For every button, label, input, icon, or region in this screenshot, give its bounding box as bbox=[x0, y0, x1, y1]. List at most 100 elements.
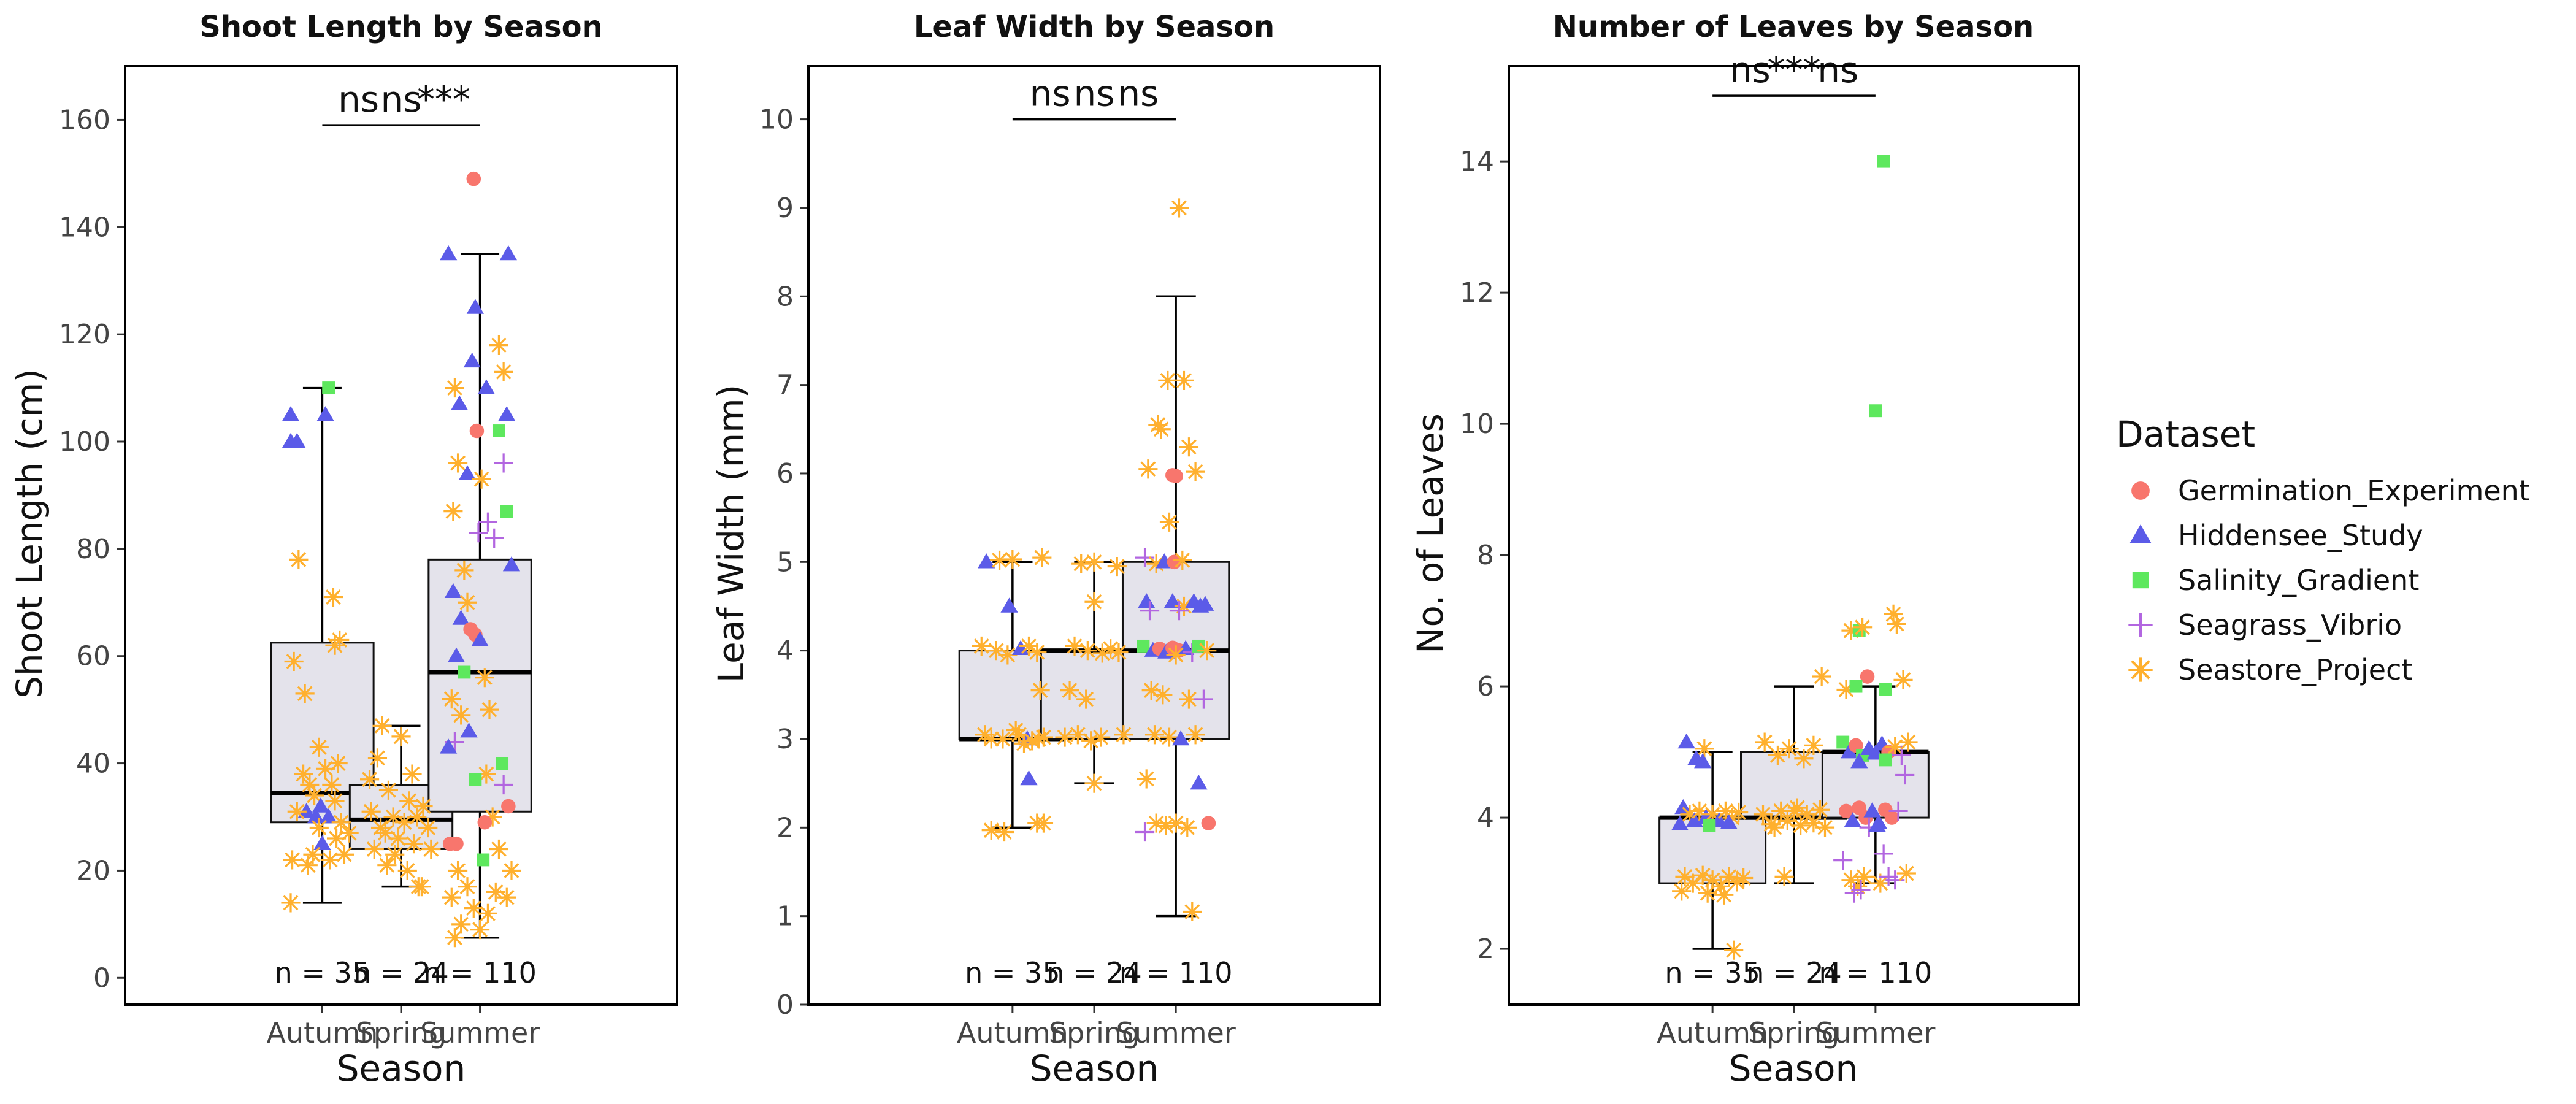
data-point bbox=[1888, 801, 1908, 821]
data-point-diagonal bbox=[300, 857, 316, 873]
data-point-stroke bbox=[1169, 601, 1189, 621]
data-point-diagonal bbox=[1140, 461, 1156, 477]
data-point bbox=[399, 791, 419, 811]
data-point bbox=[497, 887, 516, 907]
data-point-diagonal bbox=[1731, 805, 1747, 820]
data-point-diagonal bbox=[1005, 551, 1021, 567]
data-point bbox=[1196, 596, 1214, 611]
data-point-stroke bbox=[478, 512, 498, 532]
y-tick-label: 10 bbox=[759, 104, 794, 136]
data-point bbox=[1140, 601, 1160, 621]
data-point-diagonal bbox=[326, 589, 341, 605]
data-point-diagonal bbox=[1179, 819, 1195, 835]
y-tick-label: 140 bbox=[59, 212, 110, 243]
data-point bbox=[1714, 885, 1734, 905]
data-point bbox=[1084, 773, 1104, 793]
data-point-diagonal bbox=[1036, 729, 1051, 745]
data-point bbox=[289, 550, 309, 569]
data-point bbox=[1674, 799, 1692, 815]
data-point bbox=[421, 839, 441, 859]
x-axis-label: Season bbox=[1030, 1048, 1159, 1089]
data-point-diagonal bbox=[1083, 733, 1099, 749]
legend-key-triangle-icon bbox=[2129, 524, 2152, 543]
data-point-diagonal bbox=[466, 900, 481, 916]
data-point-diagonal bbox=[1856, 869, 1872, 884]
data-point-stroke bbox=[469, 523, 488, 543]
x-tick-label: Spring bbox=[1049, 1016, 1140, 1049]
data-point-diagonal bbox=[1171, 200, 1187, 216]
legend: Dataset Germination_Experiment Hiddensee_… bbox=[2116, 413, 2530, 686]
data-point bbox=[1144, 725, 1165, 745]
data-point bbox=[1092, 643, 1112, 663]
data-point bbox=[1020, 770, 1038, 786]
significance: ns ns*** bbox=[322, 79, 480, 126]
legend-item: Salinity_Gradient bbox=[2132, 564, 2419, 597]
data-point-diagonal bbox=[1885, 607, 1901, 622]
data-point bbox=[447, 647, 466, 662]
significance-label: ns bbox=[338, 79, 379, 120]
data-point bbox=[315, 759, 335, 778]
panel-shoot-length: Shoot Length by Season Shoot Length (cm)… bbox=[9, 10, 678, 1089]
data-point bbox=[500, 505, 513, 518]
data-point-diagonal bbox=[1138, 771, 1154, 787]
data-point bbox=[489, 839, 509, 859]
data-point-diagonal bbox=[992, 553, 1007, 568]
counts: n = 35n = 24n = 110 bbox=[275, 956, 537, 989]
data-point bbox=[1887, 614, 1906, 634]
data-point bbox=[1797, 805, 1817, 824]
legend-label: Seastore_Project bbox=[2178, 653, 2412, 686]
data-point bbox=[445, 378, 465, 398]
data-point bbox=[1851, 880, 1871, 900]
data-point bbox=[501, 799, 516, 814]
data-point-diagonal bbox=[366, 841, 382, 857]
legend-label: Germination_Experiment bbox=[2178, 474, 2530, 507]
data-point bbox=[494, 362, 513, 381]
data-point bbox=[1135, 822, 1155, 842]
data-point bbox=[1849, 680, 1863, 693]
data-point bbox=[1183, 902, 1202, 922]
y-tick-label: 10 bbox=[1460, 408, 1494, 440]
y-tick-label: 0 bbox=[776, 989, 794, 1021]
data-point bbox=[307, 808, 325, 824]
data-point bbox=[404, 834, 424, 854]
data-point-diagonal bbox=[379, 857, 395, 873]
y-tick-label: 2 bbox=[1477, 933, 1494, 965]
data-point bbox=[1695, 739, 1714, 759]
data-point bbox=[1014, 734, 1034, 753]
data-point-diagonal bbox=[370, 750, 385, 766]
data-point-diagonal bbox=[1116, 727, 1132, 743]
data-point-diagonal bbox=[1700, 885, 1715, 901]
data-point bbox=[313, 835, 331, 850]
data-point-stroke bbox=[494, 775, 513, 795]
legend-label: Hiddensee_Study bbox=[2178, 519, 2423, 552]
data-point bbox=[372, 716, 392, 735]
significance-label: *** bbox=[1768, 49, 1821, 91]
data-point-diagonal bbox=[1086, 775, 1102, 791]
y-tick-label: 4 bbox=[1477, 802, 1494, 834]
data-point bbox=[1006, 720, 1025, 740]
data-point bbox=[1863, 802, 1881, 818]
y-tick-label: 100 bbox=[59, 426, 110, 458]
y-tick-label: 7 bbox=[776, 370, 794, 401]
data-point-diagonal bbox=[363, 803, 379, 819]
data-point bbox=[1877, 155, 1890, 168]
data-point-diagonal bbox=[1029, 645, 1045, 660]
data-point bbox=[502, 556, 521, 572]
data-point-diagonal bbox=[1070, 727, 1086, 743]
data-point-diagonal bbox=[1713, 879, 1728, 894]
data-point-diagonal bbox=[1850, 879, 1865, 894]
data-point bbox=[1153, 685, 1173, 705]
legend-title: Dataset bbox=[2116, 413, 2255, 455]
significance-label: ns bbox=[1117, 73, 1159, 115]
data-point-diagonal bbox=[1873, 875, 1888, 891]
data-point-diagonal bbox=[1726, 942, 1742, 958]
legend-label: Salinity_Gradient bbox=[2178, 564, 2419, 597]
data-point bbox=[1166, 645, 1186, 665]
data-point-diagonal bbox=[1806, 738, 1822, 753]
data-point bbox=[325, 791, 345, 811]
data-point bbox=[972, 636, 991, 656]
data-point-diagonal bbox=[491, 841, 507, 857]
data-point-diagonal bbox=[1062, 683, 1078, 698]
data-point-diagonal bbox=[341, 825, 357, 841]
